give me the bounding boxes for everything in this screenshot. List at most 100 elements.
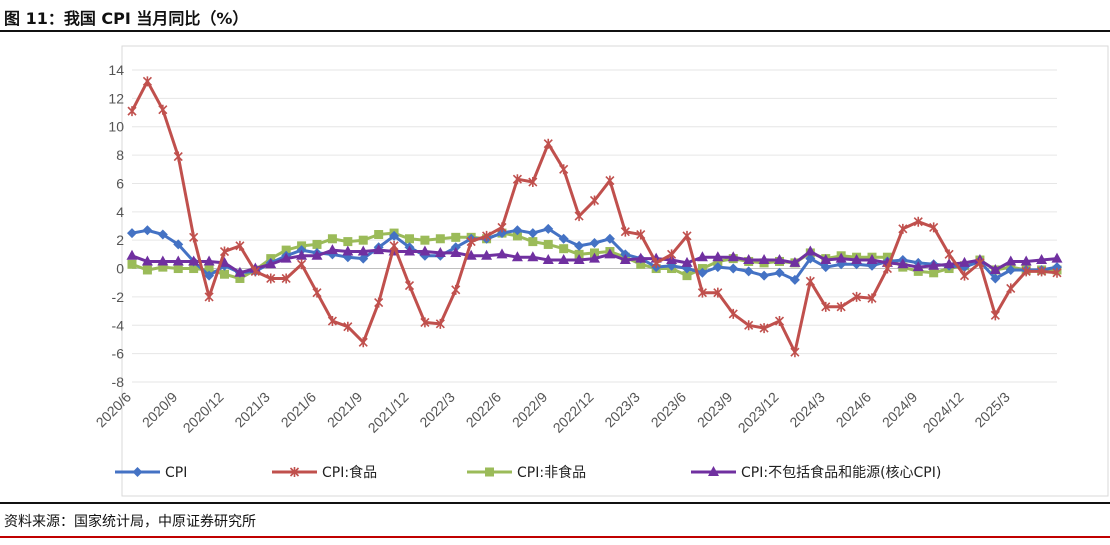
legend-entry: CPI <box>115 465 187 481</box>
data-point <box>528 228 538 238</box>
x-tick-label: 2024/9 <box>879 389 921 431</box>
data-point <box>1007 283 1015 293</box>
legend-entry: CPI:不包括食品和能源(核心CPI) <box>691 464 941 481</box>
data-point <box>544 240 553 249</box>
data-point <box>405 234 414 243</box>
legend-label: CPI:食品 <box>322 464 377 481</box>
data-point <box>420 236 429 245</box>
data-point <box>127 228 137 238</box>
data-point <box>775 268 785 278</box>
data-point <box>452 285 460 295</box>
x-tick-label: 2023/6 <box>648 389 690 431</box>
data-point <box>574 241 584 251</box>
x-tick-label: 2025/3 <box>971 389 1013 431</box>
data-point <box>528 237 537 246</box>
data-point <box>190 232 198 242</box>
y-tick-label: -2 <box>112 289 125 305</box>
legend-entry: CPI:食品 <box>272 464 377 481</box>
x-axis-ticks: 2020/6 2020/9 2020/12 2021/3 2021/6 2021/9 202… <box>93 389 1013 436</box>
x-tick-label: 2021/12 <box>365 389 412 436</box>
data-point <box>559 244 568 253</box>
data-point <box>328 234 337 243</box>
data-point <box>591 195 599 205</box>
x-tick-label: 2024/6 <box>833 389 875 431</box>
data-point <box>961 271 969 281</box>
data-point <box>744 266 754 276</box>
x-tick-label: 2021/9 <box>324 389 366 431</box>
legend: CPI CPI:食品 CPI:非食品 CPI:不包括食品和能源(核心CPI) <box>115 464 941 481</box>
y-tick-label: 4 <box>116 204 124 220</box>
y-tick-label: 6 <box>116 175 124 191</box>
data-point <box>143 265 152 274</box>
x-tick-label: 2022/9 <box>509 389 551 431</box>
data-point <box>590 238 600 248</box>
data-point <box>390 241 398 251</box>
data-point <box>374 230 383 239</box>
data-point <box>128 260 137 269</box>
y-tick-label: 12 <box>108 90 124 106</box>
data-point <box>759 271 769 281</box>
y-tick-label: 14 <box>108 62 124 78</box>
legend-swatch-marker <box>133 467 143 477</box>
series-1 <box>128 76 1061 357</box>
data-point <box>143 76 151 86</box>
data-point <box>406 281 414 291</box>
data-point <box>945 249 953 259</box>
legend-label: CPI:非食品 <box>517 464 586 481</box>
source-note: 资料来源：国家统计局，中原证券研究所 <box>4 511 256 531</box>
x-tick-label: 2024/12 <box>920 389 967 436</box>
x-tick-label: 2020/9 <box>139 389 181 431</box>
legend-label: CPI:不包括食品和能源(核心CPI) <box>741 464 941 481</box>
data-point <box>127 250 138 260</box>
data-point <box>359 337 367 347</box>
data-point <box>729 309 737 319</box>
x-tick-label: 2023/3 <box>601 389 643 431</box>
data-point <box>451 233 460 242</box>
x-tick-label: 2023/12 <box>735 389 782 436</box>
x-tick-label: 2024/3 <box>786 389 828 431</box>
y-tick-label: -8 <box>112 374 125 390</box>
data-point <box>298 259 306 269</box>
x-tick-label: 2022/6 <box>463 389 505 431</box>
data-point <box>375 298 383 308</box>
y-tick-label: -4 <box>112 317 125 333</box>
data-point <box>174 152 182 162</box>
legend-label: CPI <box>165 465 187 481</box>
data-point <box>343 237 352 246</box>
data-point <box>806 276 814 286</box>
y-tick-label: 2 <box>116 232 124 248</box>
data-point <box>159 105 167 115</box>
data-point <box>544 139 552 149</box>
x-tick-label: 2020/6 <box>93 389 135 431</box>
x-tick-label: 2022/12 <box>550 389 597 436</box>
bottom-rule <box>0 502 1110 504</box>
data-point <box>991 310 999 320</box>
x-tick-label: 2022/3 <box>416 389 458 431</box>
legend-entry: CPI:非食品 <box>467 464 586 481</box>
y-tick-label: 8 <box>116 147 124 163</box>
data-point <box>142 225 152 235</box>
data-point <box>436 234 445 243</box>
data-point <box>128 106 136 116</box>
data-point <box>313 288 321 298</box>
cpi-line-chart: -8-6-4-202468101214 2020/6 2020/9 2020/12 2… <box>0 0 1110 500</box>
x-tick-label: 2020/12 <box>180 389 227 436</box>
y-tick-label: -6 <box>112 346 125 362</box>
data-point <box>313 240 322 249</box>
data-point <box>220 270 229 279</box>
y-tick-label: 10 <box>108 119 124 135</box>
series-layer <box>127 76 1063 357</box>
x-tick-label: 2021/6 <box>278 389 320 431</box>
data-point <box>560 164 568 174</box>
data-point <box>575 211 583 221</box>
data-point <box>683 231 691 241</box>
data-point <box>359 236 368 245</box>
x-tick-label: 2021/3 <box>231 389 273 431</box>
footer-rule <box>0 536 1110 538</box>
legend-swatch-marker <box>485 468 494 477</box>
data-point <box>728 264 738 274</box>
x-tick-label: 2023/9 <box>694 389 736 431</box>
y-tick-label: 0 <box>116 261 124 277</box>
data-point <box>606 176 614 186</box>
data-point <box>791 347 799 357</box>
